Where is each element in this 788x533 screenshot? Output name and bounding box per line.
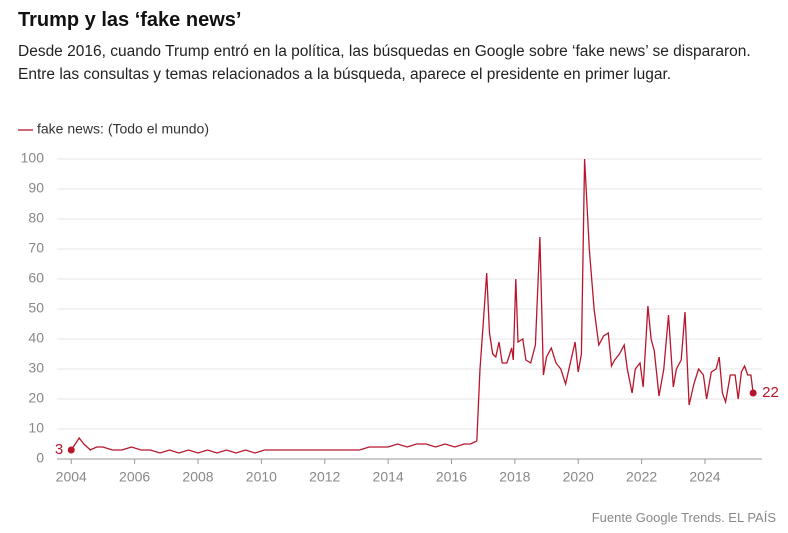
y-tick-label: 70 [28,240,44,256]
y-tick-label: 10 [28,420,44,436]
x-tick-label: 2020 [563,469,594,485]
chart-title: Trump y las ‘fake news’ [18,9,242,31]
chart: 0 10 20 30 40 50 60 70 80 90 100 2004 2006 2008 2010 20… [18,121,779,485]
y-tick-label: 50 [28,300,44,316]
end-point [67,446,75,454]
y-tick-label: 80 [28,210,44,226]
x-tick-label: 2004 [56,469,87,485]
x-tick-label: 2008 [182,469,213,485]
x-tick-label: 2012 [309,469,340,485]
y-tick-label: 60 [28,270,44,286]
data-label: 3 [55,441,63,458]
x-tick-label: 2006 [119,469,150,485]
x-tick-label: 2016 [436,469,467,485]
data-label: 22 [762,384,779,401]
x-tick-label: 2024 [689,469,720,485]
source: Fuente Google Trends. EL PAÍS [591,510,776,525]
x-tick-label: 2010 [246,469,277,485]
end-point [749,389,757,397]
data-line [70,158,754,454]
chart-subtitle: Desde 2016, cuando Trump entró en la pol… [18,43,751,83]
legend-label: fake news: (Todo el mundo) [37,121,209,137]
y-tick-label: 40 [28,330,44,346]
y-tick-label: 0 [36,450,44,466]
y-tick-label: 30 [28,360,44,376]
y-tick-label: 100 [21,150,45,166]
x-tick-label: 2022 [626,469,657,485]
x-tick-label: 2014 [373,469,404,485]
y-tick-label: 90 [28,180,44,196]
x-tick-label: 2018 [499,469,530,485]
y-tick-label: 20 [28,390,44,406]
